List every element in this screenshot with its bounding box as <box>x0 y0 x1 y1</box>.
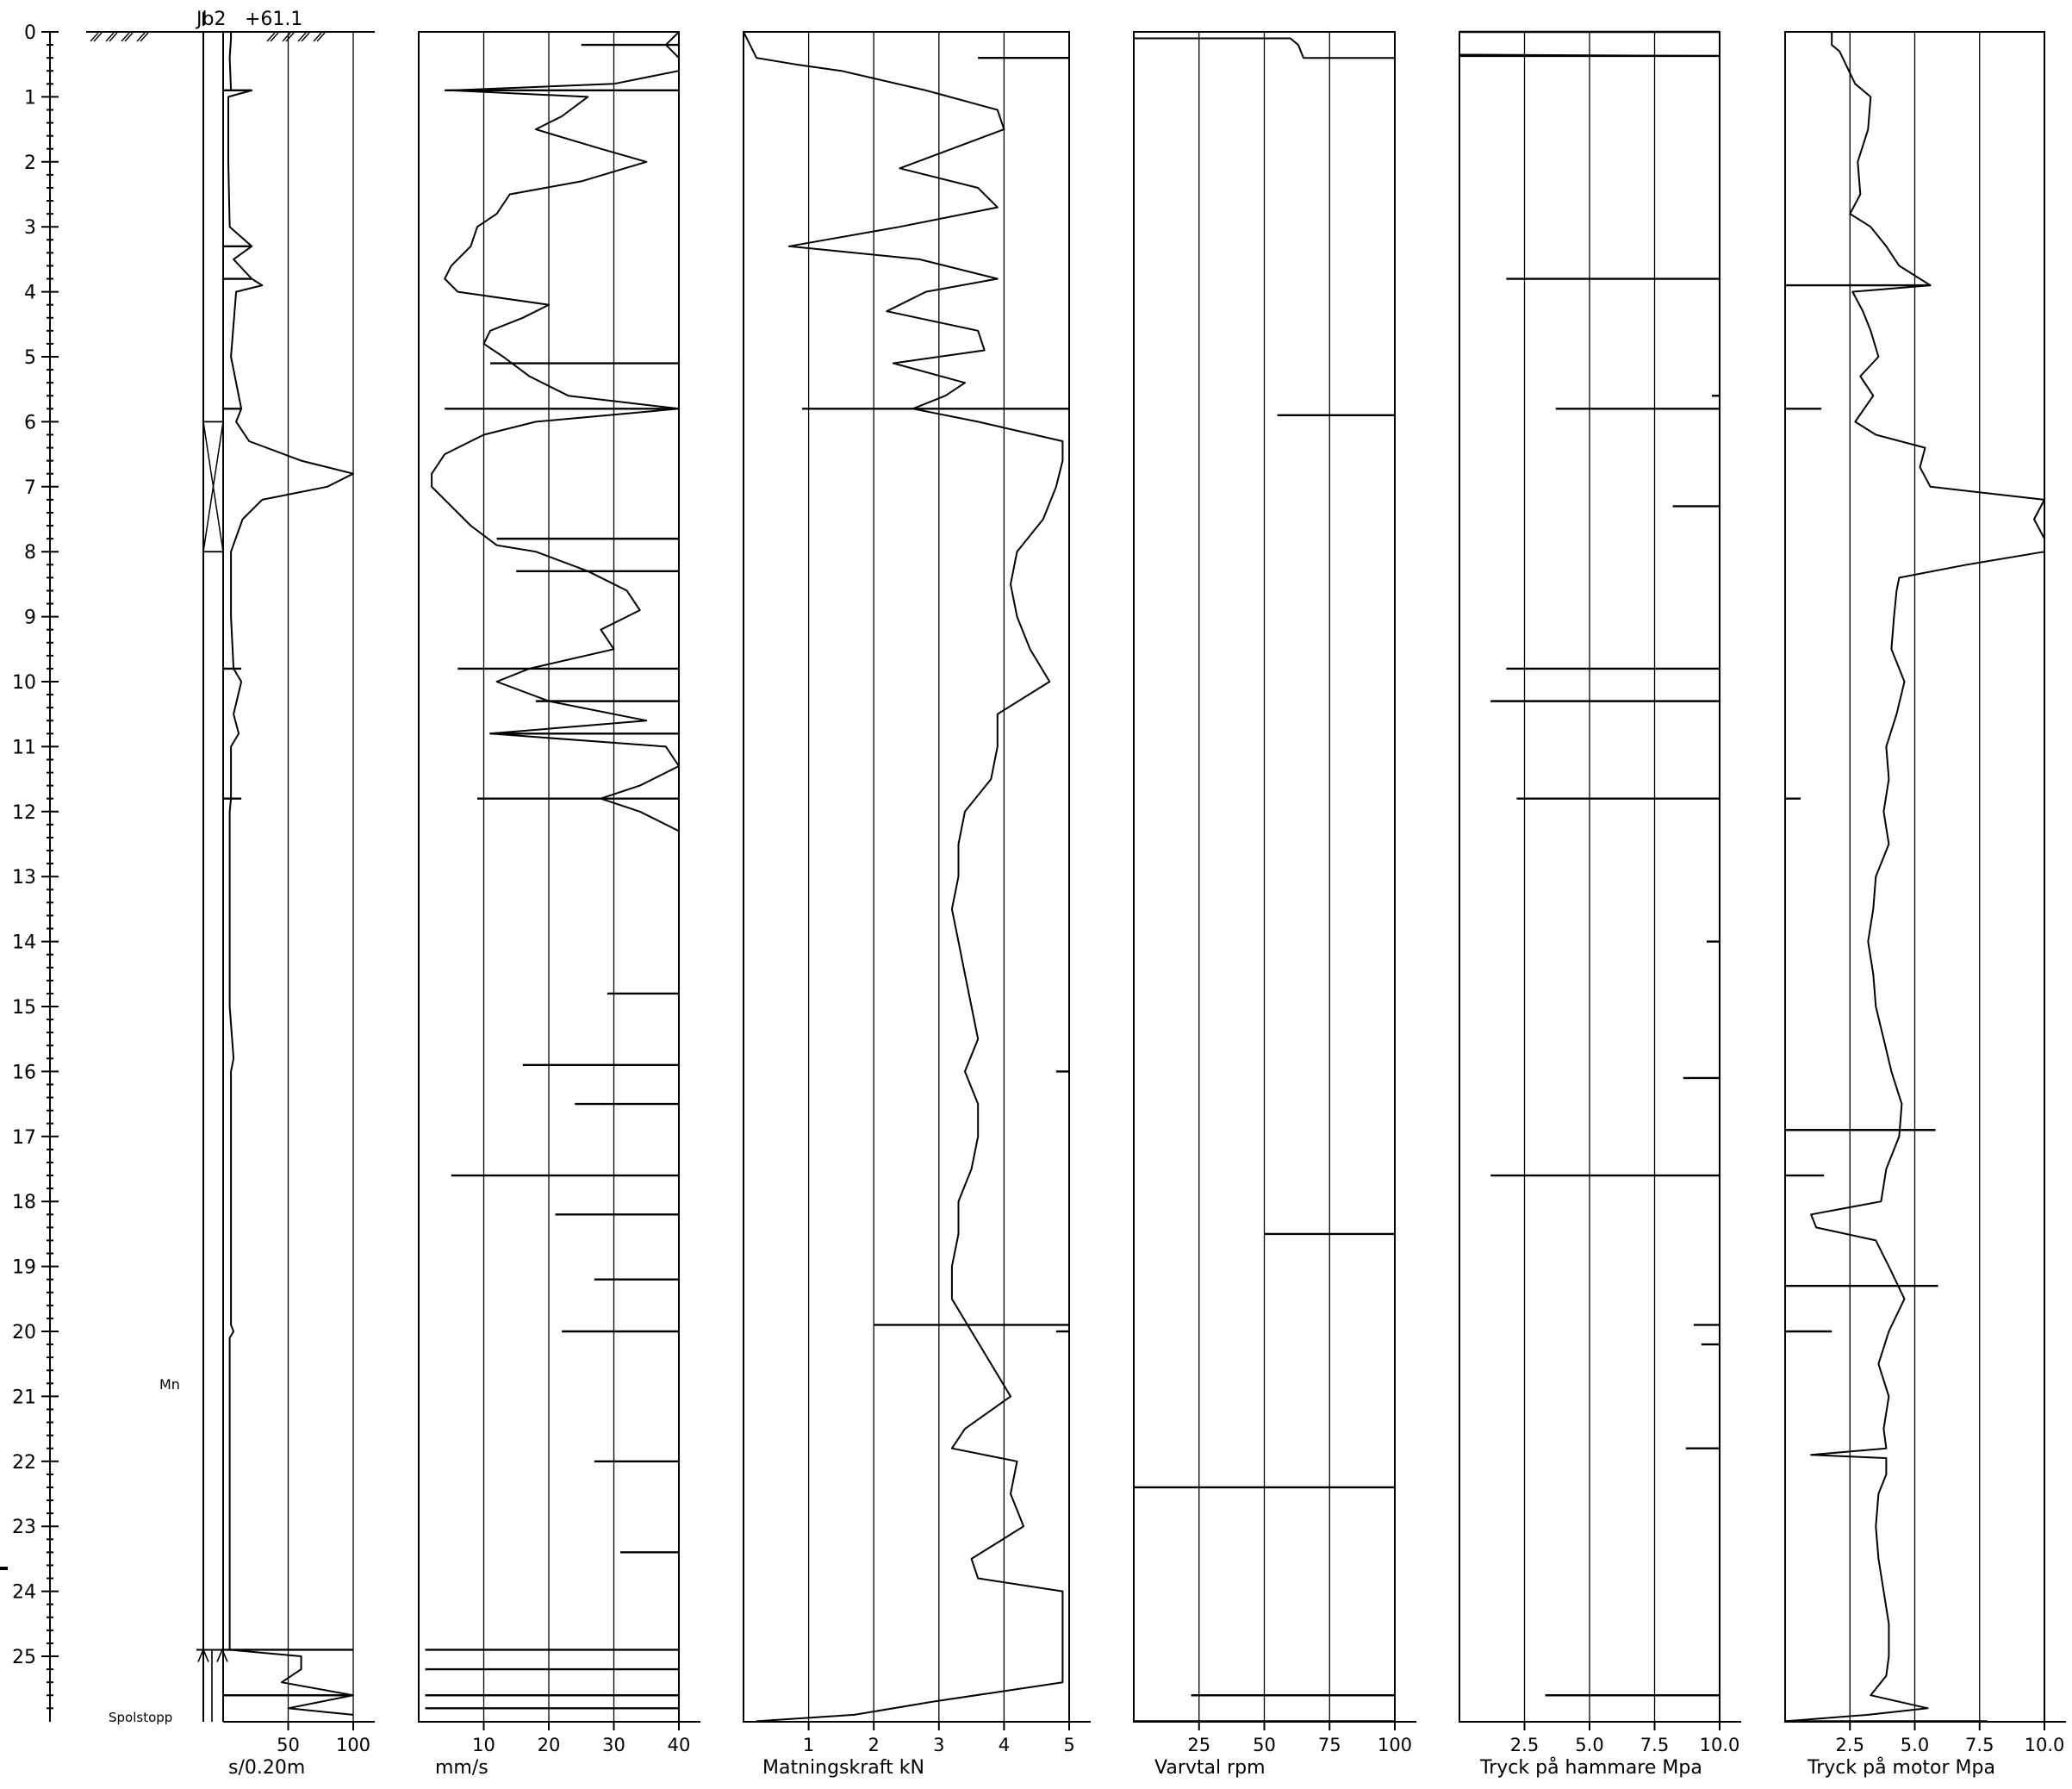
spolstopp-label: Spolstopp <box>109 1710 172 1725</box>
depth-tick-label: 19 <box>12 1257 36 1279</box>
x-tick-label: 10.0 <box>2025 1735 2065 1755</box>
panel-motor_pressure: 2.5 5.0 7.5 10.0 Tryck på motor Mpa <box>1784 31 2066 1779</box>
depth-tick-label: 2 <box>24 153 36 174</box>
ground-hatch-mark <box>105 32 115 42</box>
stop-arrow <box>197 1648 209 1662</box>
depth-tick-label: 13 <box>12 867 36 888</box>
ground-hatch-mark <box>136 32 146 42</box>
mn-label: Mn <box>159 1376 180 1393</box>
x-axis-label: Tryck på motor Mpa <box>1807 1756 1995 1779</box>
depth-tick-label: 22 <box>12 1452 36 1474</box>
ground-hatch-mark <box>297 32 307 42</box>
ground-hatch-mark <box>121 32 130 42</box>
ground-hatch-mark <box>282 32 291 42</box>
depth-tick-label: 0 <box>24 22 36 44</box>
depth-tick-label: 9 <box>24 608 36 629</box>
x-tick-label: 100 <box>1378 1735 1412 1755</box>
depth-tick-label: 17 <box>12 1127 36 1149</box>
ground-hatch-mark <box>124 32 134 42</box>
stop-arrow <box>216 1648 228 1662</box>
ground-hatch-mark <box>140 32 149 42</box>
depth-tick-label: 5 <box>24 347 36 369</box>
depth-tick-label: 7 <box>24 477 36 499</box>
series-line-rotation <box>1134 37 1396 1722</box>
panel-penetration: 10 20 30 40 mm/s <box>418 31 700 1779</box>
depth-marker <box>0 1567 8 1570</box>
depth-tick-label: 15 <box>12 997 36 1019</box>
series-line-penetration <box>431 31 680 832</box>
x-tick-label: 2.5 <box>1836 1735 1864 1755</box>
depth-tick-label: 23 <box>12 1517 36 1538</box>
depth-tick-label: 25 <box>12 1647 36 1668</box>
depth-tick-label: 20 <box>12 1322 36 1343</box>
depth-tick-label: 4 <box>24 283 36 304</box>
ground-hatch-mark <box>93 32 103 42</box>
x-tick-label: 2.5 <box>1510 1735 1539 1755</box>
x-tick-label: 50 <box>277 1735 300 1755</box>
sampling-box <box>202 421 224 553</box>
x-axis-label: s/0.20m <box>228 1757 305 1779</box>
depth-tick-label: 16 <box>12 1062 36 1083</box>
x-axis-label: Varvtal rpm <box>1154 1757 1266 1779</box>
depth-tick-label: 10 <box>12 672 36 694</box>
ground-hatch-mark <box>285 32 295 42</box>
panel-sounding: 50 100 s/0.20m <box>223 31 375 1779</box>
ground-hatch-mark <box>90 32 99 42</box>
x-tick-label: 10 <box>472 1735 495 1755</box>
ground-hatch-mark <box>301 32 310 42</box>
depth-tick-label: 1 <box>24 87 36 109</box>
x-tick-label: 7.5 <box>1640 1735 1669 1755</box>
x-tick-label: 5 <box>1063 1735 1074 1755</box>
depth-tick-label: 21 <box>12 1387 36 1408</box>
log-panels: 50 100 s/0.20m 10 20 30 40 mm/s 1 2 3 4 5 Matningskra… <box>223 30 2066 1779</box>
x-tick-label: 3 <box>933 1735 944 1755</box>
x-tick-label: 1 <box>803 1735 814 1755</box>
depth-tick-label: 3 <box>24 217 36 239</box>
panel-feed_force: 1 2 3 4 5 Matningskraft kN <box>743 31 1091 1779</box>
depth-tick-label: 11 <box>12 737 36 758</box>
x-tick-label: 5.0 <box>1575 1735 1603 1755</box>
series-line-sounding <box>227 32 354 1716</box>
series-line-feed_force <box>743 31 1064 1723</box>
x-tick-label: 40 <box>668 1735 691 1755</box>
x-axis-label: Matningskraft kN <box>762 1757 924 1779</box>
borehole-elevation: +61.1 <box>245 9 302 30</box>
panel-rotation: 25 50 75 100 Varvtal rpm <box>1133 31 1416 1779</box>
depth-tick-label: 24 <box>12 1582 36 1604</box>
x-tick-label: 2 <box>868 1735 880 1755</box>
depth-tick-label: 14 <box>12 932 36 954</box>
depth-axis: 0123456789101112131415161718192021222324… <box>0 22 59 1722</box>
x-tick-label: 4 <box>999 1735 1010 1755</box>
panel-frame <box>743 31 1070 1723</box>
depth-tick-label: 6 <box>24 412 36 433</box>
ground-hatch-mark <box>316 32 326 42</box>
ground-hatch-mark <box>266 32 276 42</box>
x-tick-label: 5.0 <box>1901 1735 1929 1755</box>
x-tick-label: 20 <box>538 1735 561 1755</box>
x-tick-label: 75 <box>1318 1735 1341 1755</box>
x-axis-label: Tryck på hammare Mpa <box>1479 1756 1702 1779</box>
x-tick-label: 7.5 <box>1965 1735 1994 1755</box>
sampling-box-diagonal <box>202 421 224 552</box>
series-line-motor_pressure <box>1784 32 2045 1723</box>
x-tick-label: 25 <box>1187 1735 1210 1755</box>
x-tick-label: 30 <box>602 1735 625 1755</box>
x-tick-label: 10.0 <box>1700 1735 1740 1755</box>
ground-hatch-mark <box>313 32 322 42</box>
x-tick-label: 100 <box>336 1735 370 1755</box>
depth-tick-label: 12 <box>12 802 36 824</box>
x-tick-label: 50 <box>1253 1735 1276 1755</box>
ground-hatch-mark <box>109 32 118 42</box>
depth-tick-label: 8 <box>24 542 36 564</box>
depth-tick-label: 18 <box>12 1192 36 1213</box>
x-axis-label: mm/s <box>435 1757 488 1779</box>
borehole-id: Jb2 <box>195 9 226 30</box>
ground-hatch-mark <box>270 32 279 42</box>
